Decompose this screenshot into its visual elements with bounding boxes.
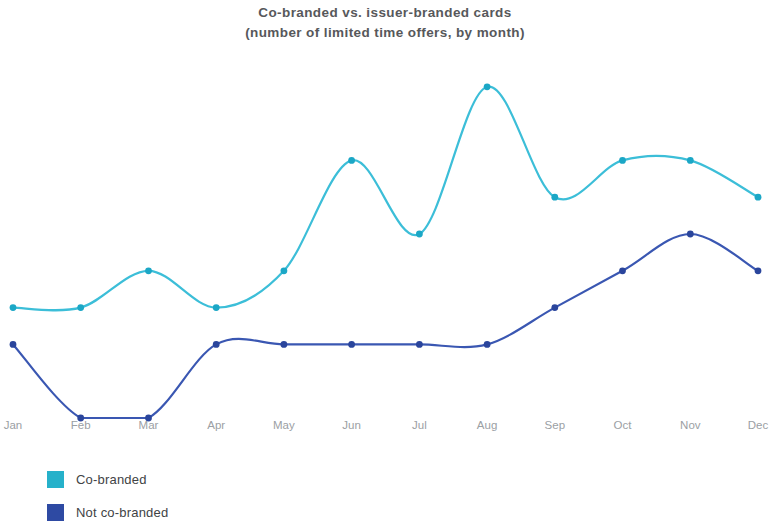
co-branded-legend-swatch bbox=[47, 471, 64, 488]
data-point-may bbox=[281, 267, 288, 274]
x-axis-label: Jun bbox=[342, 419, 361, 431]
legend-item-not-co-branded: Not co-branded bbox=[47, 504, 168, 521]
x-axis-label: Nov bbox=[680, 419, 700, 431]
data-point-jun bbox=[348, 341, 355, 348]
x-axis-label: Apr bbox=[207, 419, 225, 431]
series-line-not-co-branded bbox=[13, 234, 758, 418]
data-point-may bbox=[281, 341, 288, 348]
co-branded-legend-label: Co-branded bbox=[76, 472, 147, 487]
x-axis-label: Jan bbox=[4, 419, 23, 431]
data-point-oct bbox=[619, 267, 626, 274]
data-point-apr bbox=[213, 304, 220, 311]
data-point-dec bbox=[755, 267, 762, 274]
x-axis-label: Dec bbox=[748, 419, 768, 431]
not-co-branded-legend-swatch bbox=[47, 504, 64, 521]
data-point-jan bbox=[10, 304, 17, 311]
x-axis-label: Jul bbox=[412, 419, 427, 431]
legend-item-co-branded: Co-branded bbox=[47, 471, 147, 488]
line-chart-plot bbox=[0, 0, 770, 445]
data-point-dec bbox=[755, 194, 762, 201]
data-point-feb bbox=[77, 304, 84, 311]
data-point-oct bbox=[619, 157, 626, 164]
chart-page: Co-branded vs. issuer-branded cards (num… bbox=[0, 0, 770, 525]
data-point-apr bbox=[213, 341, 220, 348]
data-point-jan bbox=[10, 341, 17, 348]
not-co-branded-legend-label: Not co-branded bbox=[76, 505, 168, 520]
data-point-jul bbox=[416, 341, 423, 348]
data-point-nov bbox=[687, 231, 694, 238]
x-axis-label: Feb bbox=[71, 419, 91, 431]
data-point-sep bbox=[551, 194, 558, 201]
x-axis-label: Mar bbox=[139, 419, 159, 431]
x-axis-label: Sep bbox=[545, 419, 565, 431]
x-axis-label: Oct bbox=[614, 419, 632, 431]
series-line-co-branded bbox=[13, 87, 758, 311]
data-point-jul bbox=[416, 231, 423, 238]
data-point-sep bbox=[551, 304, 558, 311]
data-point-jun bbox=[348, 157, 355, 164]
x-axis-label: Aug bbox=[477, 419, 497, 431]
data-point-nov bbox=[687, 157, 694, 164]
data-point-aug bbox=[484, 83, 491, 90]
x-axis-label: May bbox=[273, 419, 295, 431]
data-point-mar bbox=[145, 267, 152, 274]
data-point-aug bbox=[484, 341, 491, 348]
